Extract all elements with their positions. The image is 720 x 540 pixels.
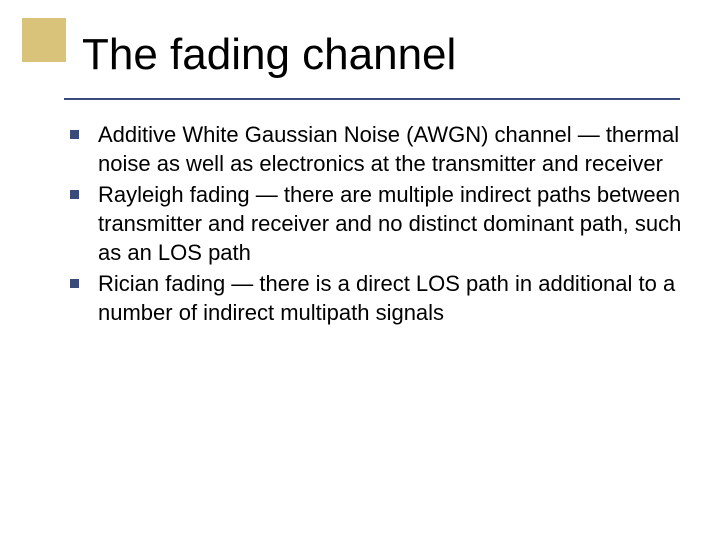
bullet-item: Rician fading — there is a direct LOS pa… <box>98 269 688 327</box>
bullet-item: Additive White Gaussian Noise (AWGN) cha… <box>98 120 688 178</box>
content-area: Additive White Gaussian Noise (AWGN) cha… <box>98 120 688 329</box>
square-bullet-icon <box>70 190 79 199</box>
bullet-item: Rayleigh fading — there are multiple ind… <box>98 180 688 267</box>
bullet-text: Rayleigh fading — there are multiple ind… <box>98 180 688 267</box>
bullet-list: Additive White Gaussian Noise (AWGN) cha… <box>98 120 688 327</box>
square-bullet-icon <box>70 279 79 288</box>
title-underline <box>64 98 680 100</box>
slide-title: The fading channel <box>82 30 456 80</box>
square-bullet-icon <box>70 130 79 139</box>
accent-block <box>22 18 66 62</box>
bullet-text: Additive White Gaussian Noise (AWGN) cha… <box>98 120 688 178</box>
bullet-text: Rician fading — there is a direct LOS pa… <box>98 269 688 327</box>
